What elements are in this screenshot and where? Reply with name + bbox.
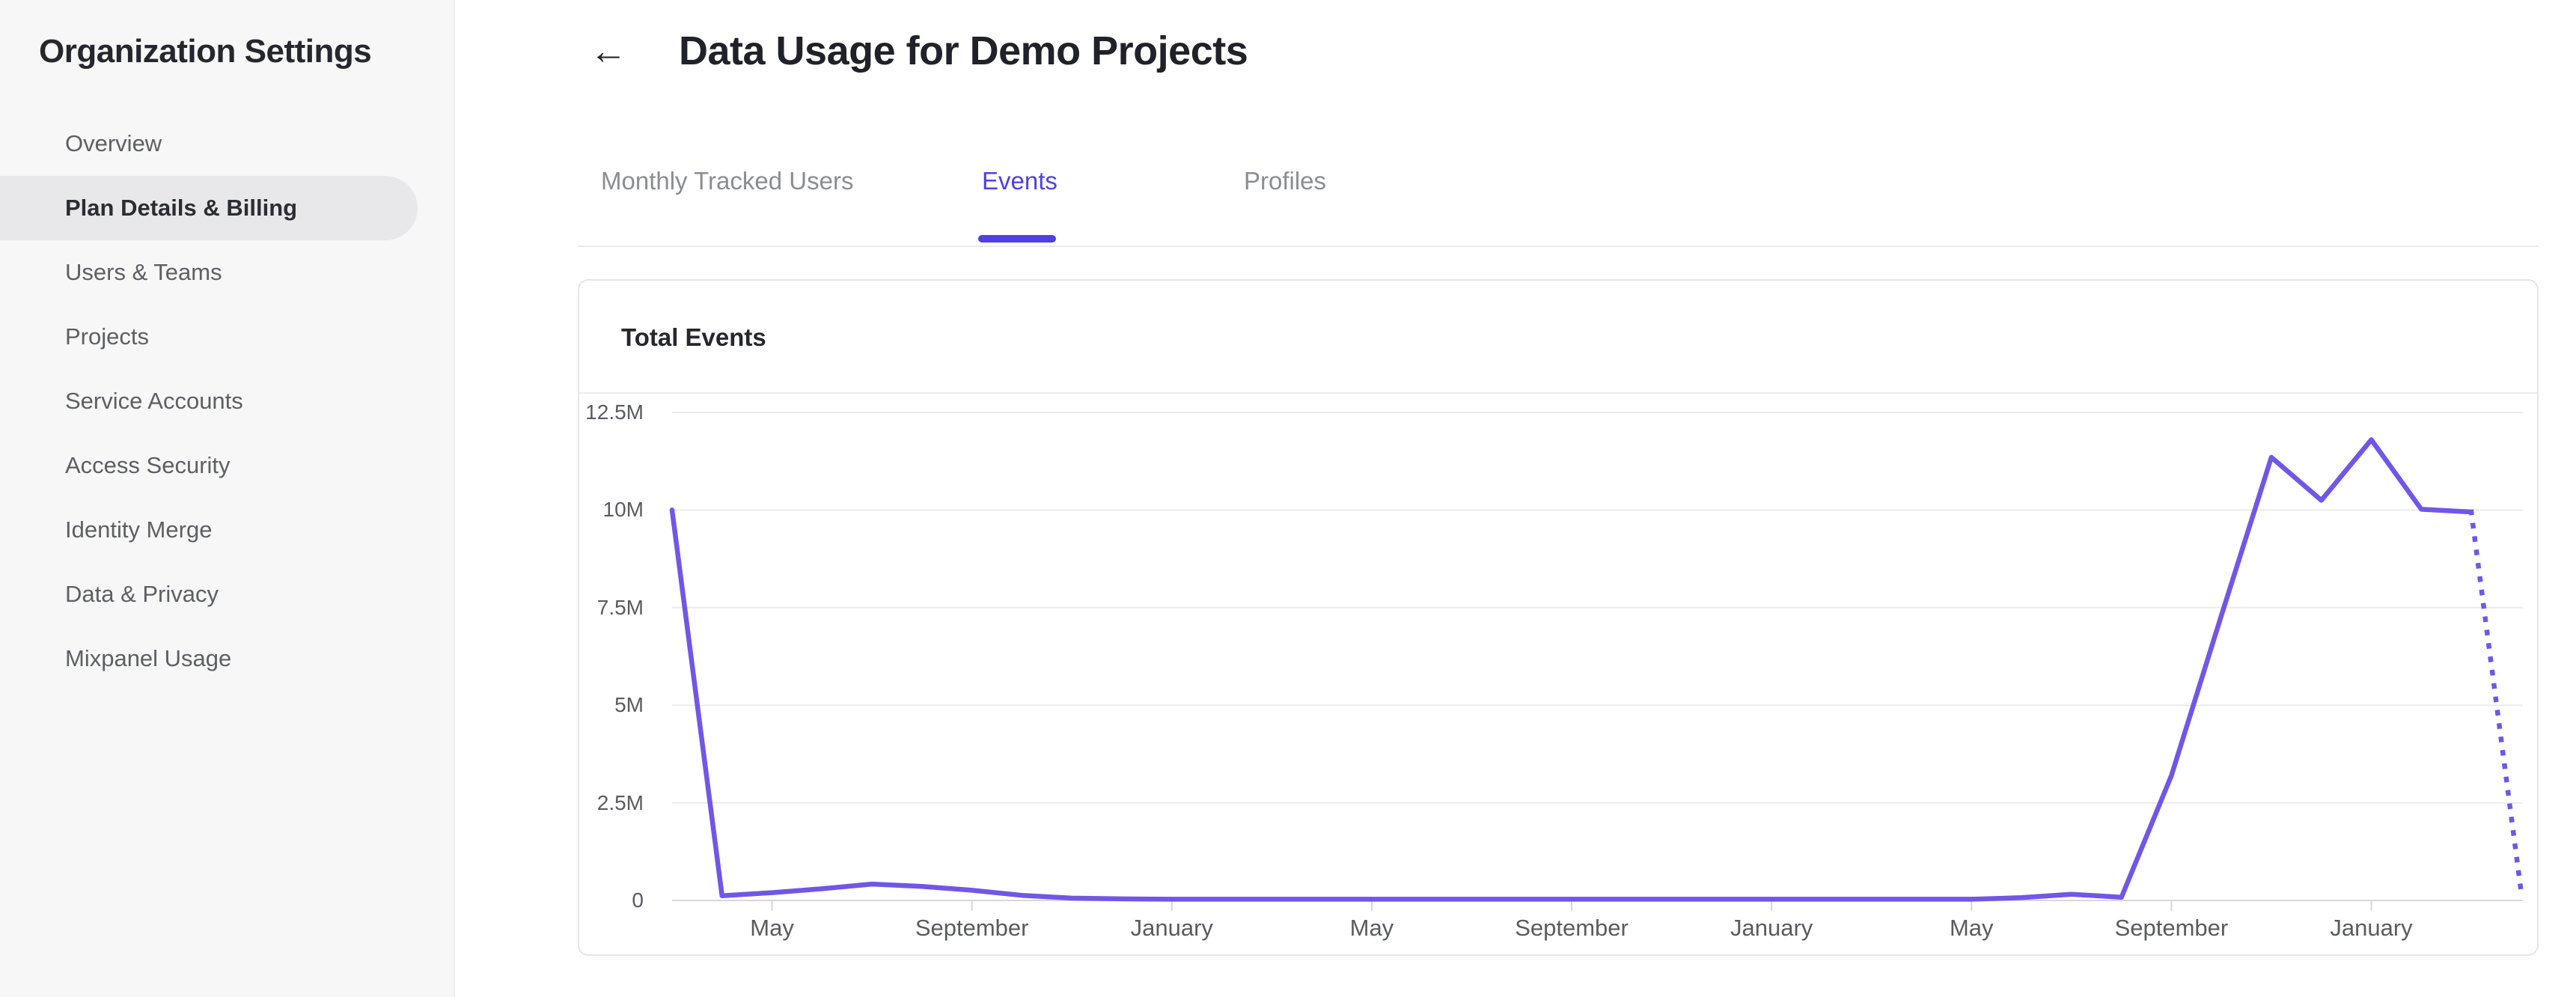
- sidebar-item-access-security[interactable]: Access Security: [65, 452, 231, 478]
- x-axis-label: May: [1949, 915, 1994, 941]
- tab-monthly-tracked-users[interactable]: Monthly Tracked Users: [601, 167, 854, 195]
- sidebar-item-projects[interactable]: Projects: [65, 323, 149, 350]
- y-axis-label: 5M: [614, 693, 644, 717]
- x-axis-label: January: [1730, 915, 1813, 941]
- y-axis-label: 12.5M: [585, 400, 644, 424]
- sidebar-item-data-privacy[interactable]: Data & Privacy: [65, 581, 219, 607]
- active-tab-indicator: [978, 235, 1056, 243]
- tab-profiles[interactable]: Profiles: [1244, 167, 1327, 195]
- x-axis-label: September: [915, 915, 1029, 941]
- page-title: Data Usage for Demo Projects: [679, 28, 1248, 73]
- x-axis-label: January: [2330, 915, 2413, 941]
- sidebar-item-identity-merge[interactable]: Identity Merge: [65, 516, 213, 543]
- chart-title: Total Events: [621, 323, 766, 351]
- x-axis-label: September: [2114, 915, 2229, 941]
- card-header-divider: [579, 392, 2537, 394]
- y-axis-label: 7.5M: [596, 595, 644, 619]
- y-axis-label: 2.5M: [596, 790, 644, 814]
- organization-settings-sidebar: Organization Settings Overview Plan Deta…: [0, 0, 455, 997]
- sidebar-nav: Overview Plan Details & Billing Users & …: [0, 112, 455, 691]
- x-axis-label: September: [1515, 915, 1629, 941]
- x-axis-label: May: [1349, 915, 1394, 941]
- y-axis-label: 10M: [602, 498, 644, 522]
- sidebar-item-mixpanel-usage[interactable]: Mixpanel Usage: [65, 645, 232, 671]
- x-axis-label: January: [1130, 915, 1213, 941]
- tab-events[interactable]: Events: [982, 167, 1057, 195]
- sidebar-item-users-teams[interactable]: Users & Teams: [65, 259, 222, 285]
- x-axis-label: May: [750, 915, 794, 941]
- sidebar-item-plan-details-billing[interactable]: Plan Details & Billing: [0, 176, 418, 240]
- sidebar-item-service-accounts[interactable]: Service Accounts: [65, 388, 243, 414]
- sidebar-item-overview[interactable]: Overview: [65, 130, 162, 156]
- back-arrow-icon[interactable]: ←: [590, 27, 642, 75]
- y-axis-label: 0: [632, 888, 644, 912]
- sidebar-title: Organization Settings: [39, 33, 372, 70]
- total-events-card: Total Events: [578, 279, 2539, 956]
- tabs-divider: [578, 246, 2539, 247]
